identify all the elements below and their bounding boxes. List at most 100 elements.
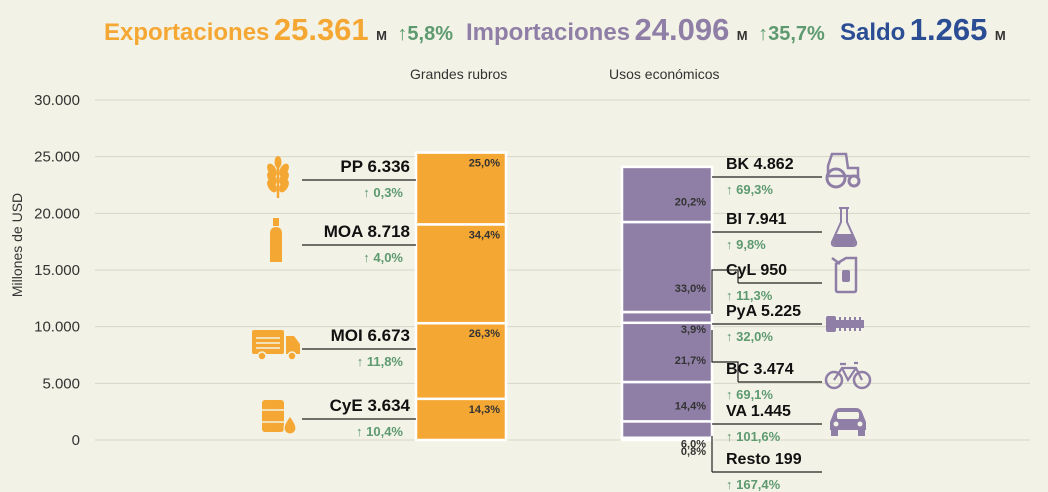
- barrel-body: [262, 400, 284, 432]
- share-label: 14,4%: [675, 401, 706, 413]
- share-label: 20,2%: [675, 196, 706, 208]
- imports-stack-title: Usos económicos: [609, 66, 720, 82]
- car-window: [837, 412, 859, 419]
- y-tick-label: 20.000: [34, 205, 80, 222]
- car-tire: [858, 430, 865, 436]
- truck-cargo: [252, 330, 284, 354]
- callout-change: ↑ 167,4%: [726, 477, 781, 492]
- share-label: 6,0%: [681, 439, 706, 451]
- callout-value: CyE 3.634: [330, 396, 411, 415]
- exports-unit: M: [376, 28, 387, 43]
- wheat-grain: [274, 156, 282, 168]
- exports-change: ↑5,8%: [397, 23, 454, 45]
- wheat-grain: [267, 179, 277, 193]
- bottle-body: [270, 227, 282, 262]
- flask-outline: [830, 207, 858, 247]
- callout-value: VA 1.445: [726, 403, 791, 420]
- bars: 14,3% 26,3% 34,4% 25,0% 0,8%6,0% 14,4% 21,7% 3,…: [414, 151, 714, 458]
- truck-cab: [286, 336, 300, 354]
- imports-value: 24.096: [634, 12, 730, 47]
- bottle-neck: [273, 218, 279, 226]
- callout-value: MOA 8.718: [324, 222, 410, 241]
- tractor-icon: [825, 152, 861, 189]
- car-tire: [831, 430, 838, 436]
- tractor-wheel: [847, 174, 861, 188]
- y-tick-label: 25.000: [34, 149, 80, 166]
- callout-value: BK 4.862: [726, 156, 794, 173]
- share-label: 14,3%: [469, 404, 500, 416]
- wheat-grain: [279, 179, 289, 193]
- truck-icon: [252, 330, 300, 361]
- y-axis-label: Millones de USD: [9, 193, 25, 297]
- y-tick-label: 30.000: [34, 92, 80, 109]
- exports-header: Exportaciones 25.361 M ↑5,8%: [104, 12, 453, 56]
- bolt-head: [826, 316, 836, 332]
- callout-change: ↑ 0,3%: [363, 185, 403, 200]
- fuel-can-label: [842, 270, 850, 282]
- imports-label: Importaciones: [466, 19, 631, 46]
- exports-value: 25.361: [273, 12, 369, 47]
- callout-change: ↑ 9,8%: [726, 237, 766, 252]
- callout-bracket: [711, 330, 739, 382]
- balance-unit: M: [994, 28, 1006, 43]
- callout-change: ↑ 69,3%: [726, 182, 773, 197]
- exports-stack-title: Grandes rubros: [410, 66, 508, 82]
- exports-change-value: 5,8%: [407, 23, 454, 45]
- share-label: 0,8%: [681, 446, 706, 458]
- callout-value: PP 6.336: [340, 157, 410, 176]
- balance-header: Saldo 1.265 M: [840, 12, 1006, 56]
- car-icon: [830, 408, 866, 436]
- bicycle-icon: [824, 361, 872, 390]
- bar-segment-pp: [414, 151, 508, 226]
- share-label: 33,0%: [675, 283, 706, 295]
- callout-change: ↑ 11,8%: [357, 354, 404, 369]
- callout-value: CyL 950: [726, 262, 787, 279]
- y-tick-label: 0: [72, 432, 80, 449]
- share-label: 34,4%: [469, 229, 500, 241]
- bottle-icon: [270, 218, 282, 262]
- bolt-icon: [826, 316, 864, 332]
- imports-change-value: 35,7%: [768, 23, 825, 45]
- oil-drop: [283, 414, 297, 435]
- share-label: 25,0%: [469, 158, 500, 170]
- share-label: 21,7%: [675, 355, 706, 367]
- callout-value: MOI 6.673: [331, 326, 410, 345]
- balance-value: 1.265: [909, 12, 988, 47]
- bar-segment-va: [620, 420, 714, 439]
- bicycle-wheel: [824, 370, 844, 390]
- gridlines: 0 5.000 10.000 15.000 20.000 25.000 30.000: [34, 92, 1030, 449]
- imports-change: ↑35,7%: [758, 23, 825, 45]
- car-headlight: [857, 421, 863, 427]
- callout-value: BC 3.474: [726, 361, 794, 378]
- share-label: 26,3%: [469, 328, 500, 340]
- callouts: CyE 3.634 ↑ 10,4% MOI 6.673 ↑ 11,8% MOA 8.71…: [252, 152, 872, 492]
- exports-label: Exportaciones: [104, 19, 270, 46]
- callout-change: ↑ 4,0%: [363, 250, 403, 265]
- bicycle-frame: [833, 361, 863, 383]
- tractor-wheel: [825, 167, 847, 189]
- bar-segment-cyl: [620, 310, 714, 325]
- share-label: 3,9%: [681, 324, 706, 336]
- balance-label: Saldo: [840, 19, 906, 46]
- callout-bracket: [711, 269, 739, 314]
- bar-segment-bk: [620, 165, 714, 224]
- truck-wheel: [287, 351, 297, 361]
- imports-unit: M: [736, 28, 748, 43]
- y-tick-label: 10.000: [34, 319, 80, 336]
- flask-liquid: [832, 234, 856, 245]
- callout-value: PyA 5.225: [726, 303, 801, 320]
- bar-segment-bi: [620, 220, 714, 314]
- oil-barrel-icon: [262, 400, 297, 435]
- y-tick-label: 5.000: [42, 375, 80, 392]
- fuel-can-body: [834, 256, 858, 294]
- tractor-body: [826, 152, 860, 178]
- car-headlight: [833, 421, 839, 427]
- fuel-can-icon: [831, 256, 858, 294]
- imports-header: Importaciones 24.096 M ↑35,7%: [466, 12, 825, 56]
- callout-change: ↑ 69,1%: [726, 387, 773, 402]
- wheat-icon: [267, 156, 289, 198]
- flask-icon: [830, 207, 858, 247]
- callout-value: Resto 199: [726, 451, 802, 468]
- truck-wheel: [257, 351, 267, 361]
